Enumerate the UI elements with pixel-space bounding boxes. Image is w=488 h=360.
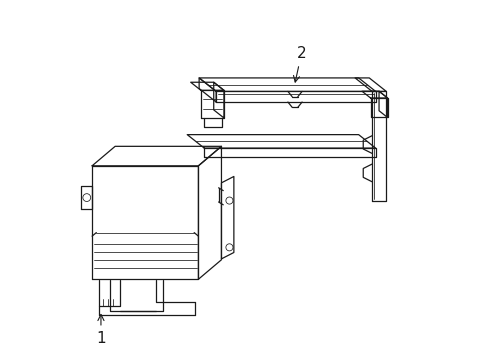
Text: 1: 1 bbox=[96, 314, 105, 346]
Text: 2: 2 bbox=[293, 46, 305, 82]
